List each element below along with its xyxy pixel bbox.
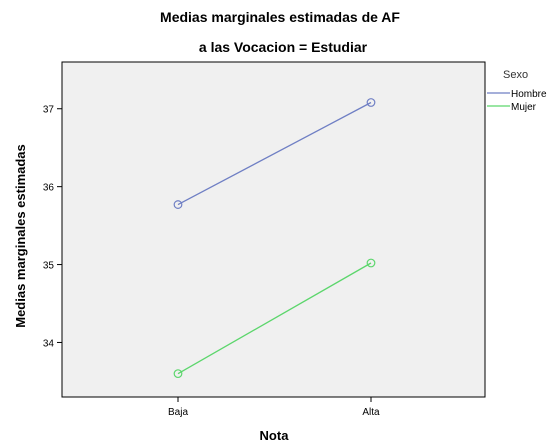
data-point-hombre [366,98,376,107]
x-axis: Baja Alta [168,397,380,418]
series-line-hombre [177,101,372,206]
legend-label: Mujer [511,102,537,113]
y-tick-label: 35 [43,261,55,272]
data-point-mujer [173,369,183,379]
y-tick-label: 36 [43,183,55,194]
y-axis: 34 35 36 37 [43,105,62,349]
chart-subtitle: a las Vocacion = Estudiar [199,39,368,55]
plot-area [61,61,486,398]
y-tick-label: 37 [43,105,55,116]
legend: Sexo Hombre Mujer [487,69,547,113]
x-axis-title: Nota [260,428,290,443]
y-axis-title: Medias marginales estimadas [13,144,28,328]
chart-title: Medias marginales estimadas de AF [160,9,400,25]
x-tick-label: Baja [168,407,188,418]
x-tick-label: Alta [362,407,380,418]
series-line-mujer [177,262,372,375]
series-layer [173,98,376,379]
legend-label: Hombre [511,89,547,100]
data-point-hombre [173,200,183,209]
legend-title: Sexo [503,69,528,81]
data-point-mujer [366,258,376,268]
y-tick-label: 34 [43,338,55,349]
